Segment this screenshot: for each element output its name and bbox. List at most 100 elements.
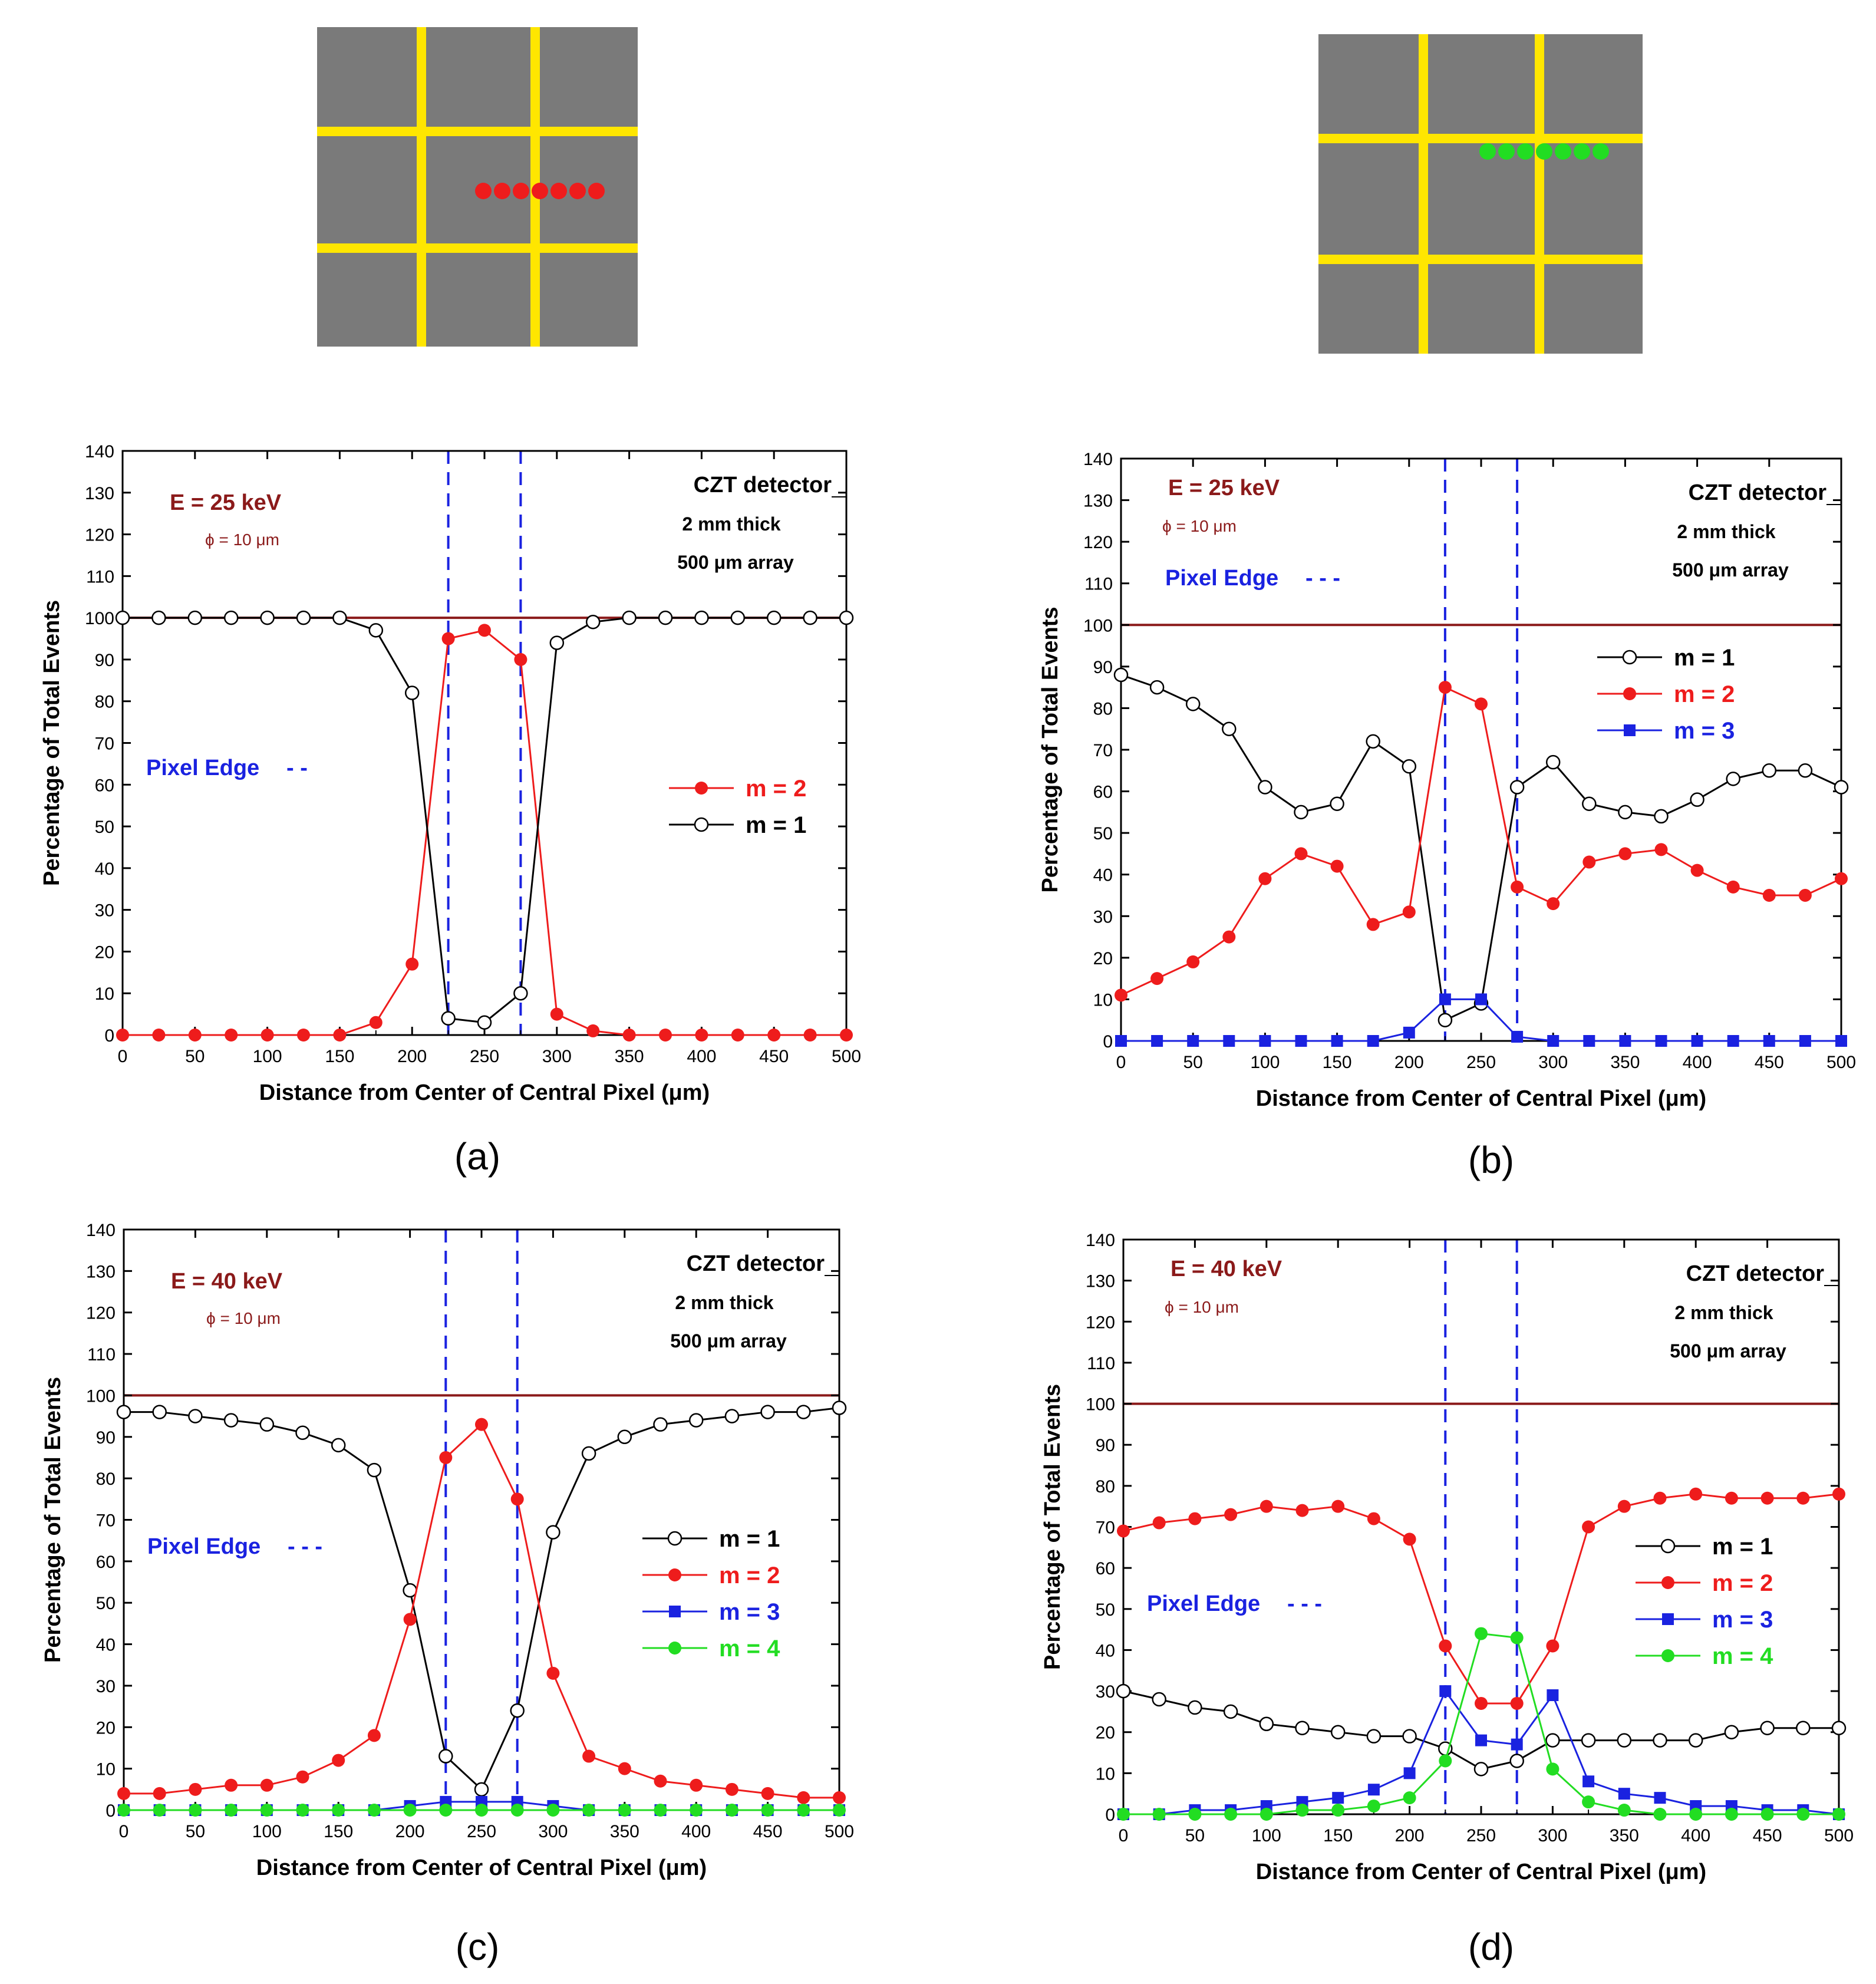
thickness-label: 2 mm thick — [1674, 1302, 1773, 1323]
y-tick-label: 130 — [1086, 1272, 1115, 1291]
data-point — [438, 1749, 453, 1764]
data-point — [225, 1804, 238, 1817]
detector-label: CZT detector — [1686, 1261, 1825, 1286]
data-point — [1832, 1808, 1845, 1821]
data-point — [1582, 1775, 1595, 1788]
x-tick-label: 100 — [1250, 1053, 1280, 1072]
x-tick-label: 150 — [1323, 1826, 1353, 1845]
pixel-gap-vertical — [417, 27, 426, 347]
data-point — [152, 1405, 167, 1419]
data-point — [1760, 1721, 1775, 1735]
data-point — [1762, 889, 1776, 902]
x-axis-title: Distance from Center of Central Pixel (μ… — [256, 1856, 707, 1880]
y-tick-label: 40 — [1093, 866, 1113, 885]
data-point — [1618, 847, 1632, 861]
data-point — [332, 1754, 345, 1767]
pixel-gap-horizontal — [317, 243, 638, 253]
legend-marker — [694, 817, 709, 832]
x-tick-label: 450 — [1753, 1826, 1782, 1845]
data-point — [1366, 918, 1380, 931]
energy-label: E = 40 keV — [171, 1269, 283, 1294]
data-point — [659, 1029, 672, 1042]
data-point — [296, 1770, 309, 1784]
beam-position-dot — [532, 183, 548, 199]
data-point — [153, 1804, 166, 1817]
x-tick-label: 500 — [1826, 1053, 1856, 1072]
data-point — [1403, 1026, 1415, 1039]
data-point — [152, 1029, 166, 1042]
x-tick-label: 200 — [1394, 1053, 1424, 1072]
x-tick-label: 250 — [467, 1822, 496, 1841]
data-point — [403, 1804, 417, 1817]
beam-size-label: ϕ = 10 μm — [206, 1309, 281, 1327]
data-point — [405, 957, 419, 971]
y-tick-label: 120 — [1083, 533, 1113, 552]
data-point — [1511, 1738, 1523, 1751]
data-point — [1473, 1762, 1489, 1777]
x-tick-label: 100 — [253, 1047, 282, 1066]
y-tick-label: 50 — [96, 1594, 116, 1613]
data-point — [695, 1029, 708, 1042]
data-point — [1258, 872, 1272, 885]
data-point — [618, 1762, 631, 1775]
pixel-edge-dash: - - - — [1305, 566, 1340, 591]
x-tick-label: 350 — [1610, 1053, 1640, 1072]
legend-marker — [669, 1606, 681, 1617]
data-point — [1403, 1533, 1416, 1546]
data-point — [1115, 1035, 1127, 1047]
data-point — [189, 1782, 202, 1796]
data-point — [833, 1791, 846, 1804]
beam-position-dot — [513, 183, 529, 199]
data-point — [797, 1804, 810, 1817]
data-point — [1796, 1808, 1810, 1821]
data-point — [1653, 1733, 1667, 1748]
data-point — [1402, 759, 1417, 774]
data-point — [724, 1409, 740, 1423]
pixel-array — [1318, 34, 1643, 354]
data-point — [581, 1446, 596, 1461]
thickness-label: 2 mm thick — [682, 513, 780, 535]
data-point — [1188, 1700, 1202, 1715]
series-line — [123, 629, 846, 1036]
y-tick-label: 90 — [95, 651, 114, 670]
x-tick-label: 500 — [832, 1047, 861, 1066]
data-point — [153, 1787, 166, 1800]
diagram-left — [317, 27, 638, 347]
beam-position-dot — [1574, 143, 1590, 160]
data-point — [259, 1417, 275, 1432]
data-point — [1617, 1499, 1631, 1513]
panel-label: (d) — [1468, 1926, 1514, 1968]
data-point — [1366, 1729, 1382, 1744]
data-point — [1547, 1689, 1559, 1702]
y-axis-title: Percentage of Total Events — [1038, 607, 1063, 893]
x-tick-label: 150 — [325, 1047, 354, 1066]
y-tick-label: 80 — [95, 693, 114, 712]
legend-marker — [1661, 1649, 1674, 1662]
data-point — [767, 1029, 781, 1042]
y-tick-label: 100 — [86, 1386, 116, 1406]
data-point — [1438, 1013, 1453, 1027]
y-tick-label: 110 — [1087, 1354, 1115, 1373]
charts: 0 50 100 150 200 250 300 350 400 450 5000102030405… — [39, 442, 1856, 1968]
data-point — [1186, 955, 1200, 968]
data-point — [117, 1804, 130, 1817]
data-point — [1222, 930, 1236, 944]
data-point — [1223, 1704, 1238, 1719]
data-point — [441, 632, 455, 645]
data-point — [475, 1804, 488, 1817]
data-point — [760, 1405, 775, 1419]
data-point — [1653, 1808, 1667, 1821]
data-point — [622, 610, 637, 625]
y-tick-label: 30 — [95, 901, 114, 921]
data-point — [115, 610, 130, 625]
data-point — [1509, 780, 1525, 795]
x-tick-label: 450 — [753, 1822, 783, 1841]
data-point — [1475, 697, 1488, 711]
y-tick-label: 30 — [1093, 907, 1113, 927]
data-point — [1260, 1808, 1273, 1821]
y-tick-label: 20 — [1093, 949, 1113, 968]
thickness-label: 2 mm thick — [1677, 521, 1775, 542]
data-point — [1582, 796, 1597, 811]
y-tick-label: 70 — [1093, 741, 1113, 760]
data-point — [653, 1417, 668, 1432]
